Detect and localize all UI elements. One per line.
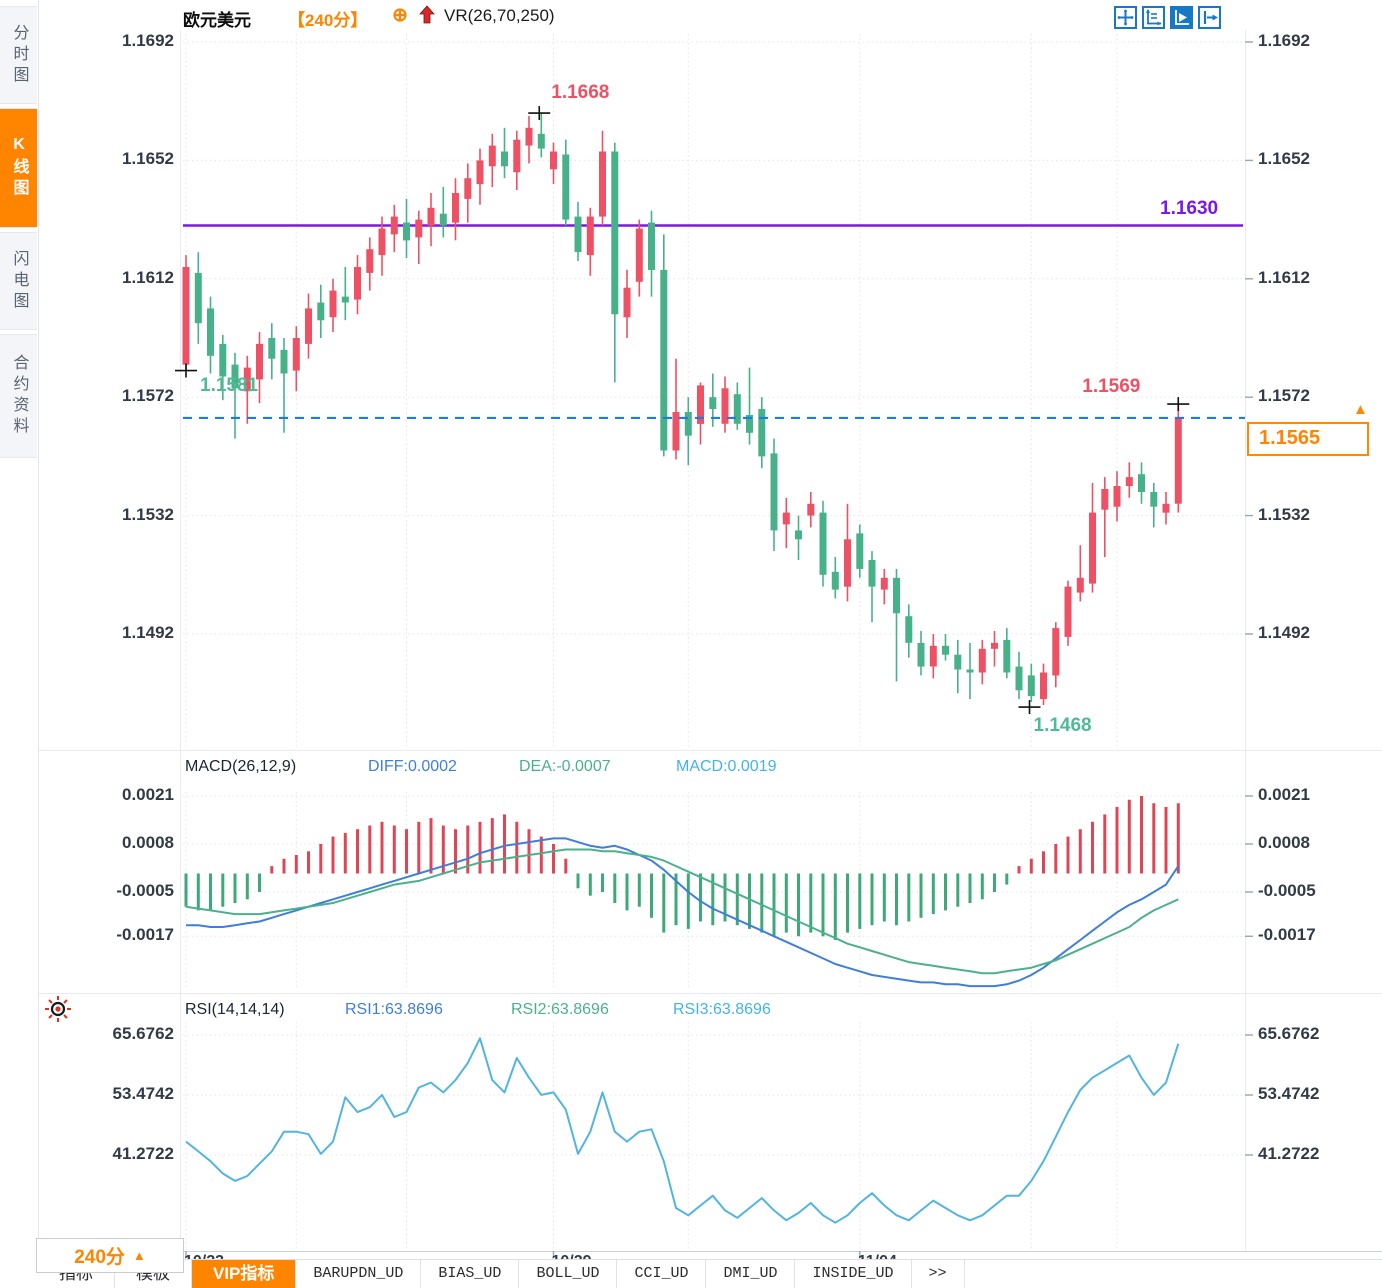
price-axis-label-left: 1.1652	[122, 149, 174, 169]
rsi1-value: RSI1:63.8696	[345, 1001, 443, 1018]
sidebar-item-4[interactable]: 合约资料	[0, 334, 37, 458]
price-axis-label-left: 1.1612	[122, 267, 174, 287]
macd-dea-value: DEA:-0.0007	[519, 758, 611, 775]
pan-right-icon[interactable]	[1198, 6, 1221, 29]
indicator-settings-icon[interactable]	[44, 995, 72, 1023]
price-axis-label-left: 1.1492	[122, 623, 174, 642]
tab-10[interactable]: >>	[912, 1260, 965, 1288]
tab-3[interactable]: VIP指标	[192, 1260, 297, 1288]
macd-diff-value: DIFF:0.0002	[368, 758, 457, 775]
vr-indicator-label: VR(26,70,250)	[444, 6, 555, 25]
rsi3-value: RSI3:63.8696	[673, 1001, 771, 1018]
period-selector-arrow-icon: ▲	[132, 1248, 146, 1263]
price-up-arrow-icon: ▲	[1353, 400, 1368, 418]
tab-5[interactable]: BIAS_UD	[421, 1260, 520, 1288]
price-axis-label-right: 1.1652	[1258, 149, 1310, 169]
indicator-tab-bar: 指标 模板 VIP指标 BARUPDN_UD BIAS_UD BOLL_UD CCI_UD D…	[38, 1259, 1382, 1288]
up-arrow-icon	[419, 5, 435, 24]
price-axis-label-left: 1.1572	[122, 386, 174, 406]
crosshair-icon[interactable]	[1114, 6, 1137, 29]
macd-axis-label-left: -0.0017	[116, 925, 174, 945]
period-selector-label: 240分	[74, 1247, 125, 1268]
tab-4[interactable]: BARUPDN_UD	[296, 1260, 422, 1288]
rsi-axis-label-left: 65.6762	[112, 1024, 174, 1043]
sidebar-item-3[interactable]: 闪电图	[0, 232, 37, 330]
rsi2-value: RSI2:63.8696	[511, 1001, 609, 1018]
macd-axis-label-left: 0.0021	[122, 784, 174, 804]
play-icon[interactable]	[1170, 6, 1193, 29]
tab-8[interactable]: DMI_UD	[706, 1260, 796, 1288]
macd-axis-label-right: -0.0005	[1258, 880, 1316, 900]
price-axis-label-right: 1.1492	[1258, 623, 1310, 642]
symbol-title: 欧元美元	[183, 11, 251, 30]
sidebar-item-1[interactable]: 分时图	[0, 6, 37, 104]
rsi-axis-label-left: 41.2722	[112, 1143, 174, 1163]
period-label: 【240分】	[288, 11, 368, 30]
price-axis-label-right: 1.1532	[1258, 504, 1310, 524]
add-indicator-icon[interactable]: ⊕	[392, 5, 408, 26]
rsi-axis-label-left: 53.4742	[112, 1083, 174, 1103]
sidebar: 分时图 K线图闪电图合约资料	[0, 0, 39, 1288]
first-low-label: 1.1581	[200, 374, 259, 396]
macd-value: MACD:0.0019	[676, 758, 777, 775]
macd-axis-label-left: -0.0005	[116, 880, 174, 900]
tab-7[interactable]: CCI_UD	[617, 1260, 707, 1288]
axis-scale-icon[interactable]	[1142, 6, 1165, 29]
price-axis-label-right: 1.1692	[1258, 31, 1310, 50]
recent-high-label: 1.1569	[1082, 376, 1141, 398]
price-axis-label-right: 1.1572	[1258, 386, 1310, 406]
macd-axis-label-right: 0.0008	[1258, 832, 1310, 852]
swing-low-label: 1.1468	[1033, 715, 1092, 737]
current-price-tag: 1.1565	[1247, 421, 1369, 456]
rsi-axis-label-right: 65.6762	[1258, 1024, 1320, 1043]
macd-title: MACD(26,12,9)	[185, 758, 297, 775]
price-axis-label-right: 1.1612	[1258, 267, 1310, 287]
price-axis-label-left: 1.1692	[122, 31, 174, 50]
swing-high-label: 1.1668	[551, 82, 610, 104]
rsi-title: RSI(14,14,14)	[185, 1001, 285, 1018]
current-price-value: 1.1565	[1259, 427, 1321, 450]
tab-9[interactable]: INSIDE_UD	[795, 1260, 912, 1288]
price-axis-label-left: 1.1532	[122, 504, 174, 524]
macd-axis-label-right: -0.0017	[1258, 925, 1316, 945]
macd-axis-label-left: 0.0008	[122, 832, 174, 852]
resistance-line-label: 1.1630	[1160, 197, 1219, 219]
sidebar-item-2[interactable]: K线图	[0, 108, 37, 228]
rsi-axis-label-right: 41.2722	[1258, 1143, 1320, 1163]
period-selector[interactable]: 240分 ▲	[36, 1238, 184, 1273]
rsi-axis-label-right: 53.4742	[1258, 1083, 1320, 1103]
macd-axis-label-right: 0.0021	[1258, 784, 1310, 804]
tab-6[interactable]: BOLL_UD	[519, 1260, 618, 1288]
